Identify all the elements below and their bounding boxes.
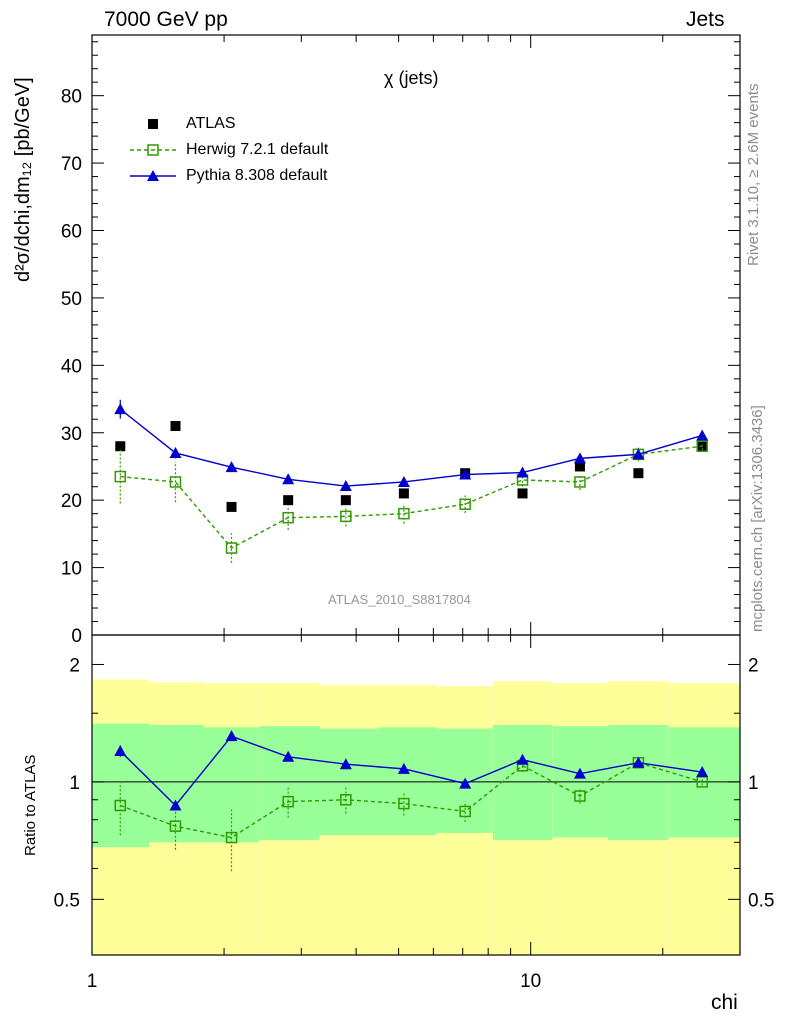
header-process-label: Jets	[686, 8, 725, 31]
atlas-point	[283, 495, 294, 506]
ratio-uncertainty-bands	[92, 679, 740, 955]
herwig-point	[169, 476, 182, 488]
band-inner-7	[492, 724, 553, 840]
band-inner-3	[258, 726, 320, 840]
band-inner-9	[607, 724, 669, 840]
y-tick-label: 20	[61, 491, 82, 512]
pythia-point	[397, 475, 410, 487]
pythia-ratio-point	[696, 766, 709, 778]
pythia-ratio-point	[169, 799, 182, 811]
herwig-point	[282, 511, 294, 524]
analysis-label: ATLAS_2010_S8817804	[328, 592, 471, 607]
ratio-y-tick-label: 2	[69, 655, 80, 676]
pythia-ratio-point	[632, 756, 645, 768]
pythia-point	[459, 468, 472, 480]
band-inner-5	[378, 727, 437, 836]
pythia-ratio-point	[225, 730, 238, 742]
herwig-ratio-point	[169, 820, 182, 832]
pythia-ratio-point	[397, 762, 410, 774]
atlas-point	[170, 421, 181, 432]
pythia-point	[696, 429, 709, 441]
herwig-line	[120, 445, 703, 549]
band-inner-2	[203, 727, 259, 843]
y-tick-label: 80	[61, 87, 82, 108]
rivet-version-label: Rivet 3.1.10, ≥ 2.6M events	[745, 83, 762, 267]
legend-marker-pythia	[147, 170, 159, 181]
y-tick-label: 50	[61, 289, 82, 310]
herwig-point	[696, 440, 708, 452]
legend-markers	[130, 119, 176, 181]
herwig-point	[574, 476, 586, 488]
herwig-ratio-point	[282, 795, 294, 808]
pythia-point	[339, 480, 352, 492]
legend-marker-herwig	[147, 144, 159, 156]
legend-label-pythia: Pythia 8.308 default	[186, 167, 328, 184]
axis-ticks: 1 10 0 10 20 30 40 50 60 70 80 0.5 0.5 1 1 2 2	[54, 35, 774, 992]
plot-title: χ (jets)	[384, 68, 439, 88]
pythia-point	[516, 466, 529, 478]
band-inner-1	[149, 724, 204, 843]
y-tick-label: 70	[61, 154, 82, 175]
herwig-ratio-point	[114, 799, 127, 812]
ratio-y-tick-label: 0.5	[748, 890, 774, 911]
y-tick-label: 60	[61, 222, 82, 243]
x-tick-label: 10	[520, 971, 541, 992]
x-axis-label: chi	[711, 991, 738, 1014]
herwig-point	[398, 507, 410, 520]
pythia-point	[169, 446, 182, 458]
header-energy-label: 7000 GeV pp	[104, 8, 228, 31]
atlas-point	[226, 501, 237, 512]
legend-label-herwig: Herwig 7.2.1 default	[186, 141, 329, 158]
ratio-y-tick-label: 2	[748, 655, 759, 676]
atlas-point	[398, 488, 409, 499]
ratio-y-tick-label: 1	[748, 773, 759, 794]
herwig-point	[114, 470, 127, 483]
herwig-point	[459, 498, 471, 510]
ratio-y-tick-label: 1	[69, 773, 80, 794]
y-tick-label: 0	[71, 626, 82, 647]
data-series	[114, 399, 709, 872]
pythia-ratio-point	[339, 758, 352, 770]
legend-marker-atlas	[148, 119, 158, 129]
pythia-point	[632, 448, 645, 460]
atlas-point	[340, 495, 351, 506]
herwig-ratio-point	[459, 805, 471, 818]
ratio-frame	[91, 634, 741, 956]
herwig-ratio-point	[574, 790, 586, 802]
plot-frames	[91, 34, 741, 956]
atlas-point	[115, 441, 126, 452]
atlas-point	[574, 461, 585, 472]
pythia-point	[573, 452, 586, 464]
atlas-point	[633, 468, 644, 479]
pythia-ratio-point	[573, 767, 586, 779]
y-tick-label: 40	[61, 356, 82, 377]
pythia-point	[225, 461, 238, 473]
y-tick-label: 30	[61, 424, 82, 445]
herwig-ratio-point	[225, 831, 238, 844]
herwig-ratio-point	[398, 797, 410, 810]
ratio-y-axis-label: Ratio to ATLAS	[22, 754, 39, 856]
herwig-ratio-point	[340, 794, 352, 806]
atlas-point	[517, 488, 528, 499]
x-tick-label: 1	[87, 971, 98, 992]
herwig-ratio-line	[120, 761, 703, 839]
pythia-line	[119, 408, 703, 487]
band-inner-10	[668, 727, 740, 838]
pythia-point	[282, 473, 295, 485]
ratio-y-tick-label: 0.5	[54, 890, 80, 911]
pythia-ratio-point	[114, 745, 127, 757]
y-axis-label: d²σ/dchi,dm₁₂ [pb/GeV]	[12, 77, 34, 282]
herwig-point	[340, 510, 352, 523]
mcplots-reference-label: mcplots.cern.ch [arXiv:1306.3436]	[749, 405, 766, 632]
y-tick-label: 10	[61, 559, 82, 580]
herwig-point	[225, 542, 238, 554]
legend-label-atlas: ATLAS	[186, 115, 236, 132]
pythia-ratio-point	[459, 777, 472, 789]
pythia-ratio-point	[516, 753, 529, 765]
pythia-point	[114, 403, 127, 415]
pythia-ratio-point	[282, 750, 295, 762]
